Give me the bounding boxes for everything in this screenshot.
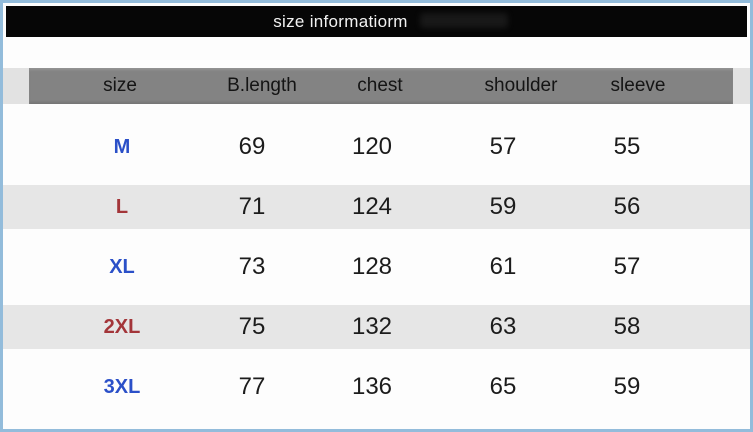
cell-b-length: 73 [238,253,266,280]
cell-chest: 124 [351,193,393,220]
page-title: size informatiorm [273,11,408,31]
cell-chest: 128 [351,253,393,280]
size-label: 2XL [103,316,141,338]
cell-chest: 120 [351,133,393,160]
cell-shoulder: 57 [489,133,517,160]
cell-shoulder: 65 [489,373,517,400]
table-row-m: M 69 120 57 55 [3,117,750,177]
table-header-bar [29,68,733,104]
cell-sleeve: 57 [613,253,641,280]
row-stripe [3,305,750,349]
size-table-body: M 69 120 57 55 L 71 124 59 56 XL 73 128 … [3,117,750,417]
table-row-2xl: 2XL 75 132 63 58 [3,297,750,357]
table-row-3xl: 3XL 77 136 65 59 [3,357,750,417]
size-label: L [115,196,129,218]
cell-sleeve: 56 [613,193,641,220]
title-bar: size informatiorm [6,6,747,37]
size-label: M [113,136,131,158]
column-header-sleeve: sleeve [610,75,666,96]
cell-sleeve: 58 [613,313,641,340]
column-header-size: size [103,75,137,96]
size-label: XL [109,256,135,278]
row-stripe [3,185,750,229]
column-header-shoulder: shoulder [484,75,558,96]
size-label: 3XL [103,376,141,398]
cell-shoulder: 63 [489,313,517,340]
cell-b-length: 71 [238,193,266,220]
cell-b-length: 75 [238,313,266,340]
table-header: size B.length chest shoulder sleeve [3,68,750,104]
faint-watermark [420,13,508,28]
cell-b-length: 69 [238,133,266,160]
table-row-xl: XL 73 128 61 57 [3,237,750,297]
cell-chest: 136 [351,373,393,400]
column-header-b-length: B.length [227,75,297,96]
column-header-chest: chest [357,75,403,96]
cell-sleeve: 59 [613,373,641,400]
table-row-l: L 71 124 59 56 [3,177,750,237]
cell-shoulder: 59 [489,193,517,220]
cell-shoulder: 61 [489,253,517,280]
cell-chest: 132 [351,313,393,340]
cell-b-length: 77 [238,373,266,400]
cell-sleeve: 55 [613,133,641,160]
